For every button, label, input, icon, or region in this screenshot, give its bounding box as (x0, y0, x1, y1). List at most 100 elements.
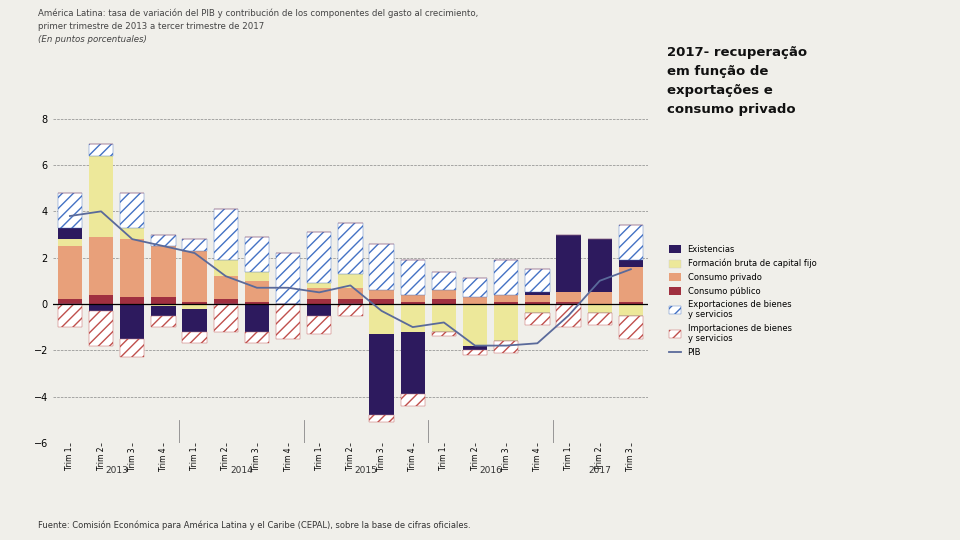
Bar (618, 225, 643, 260)
Bar (432, 299, 456, 304)
Bar (213, 299, 238, 304)
Bar (58, 304, 83, 327)
Bar (89, 144, 113, 156)
Bar (307, 288, 331, 299)
Text: 2017- recuperação
em função de
exportações e
consumo privado: 2017- recuperação em função de exportaçõ… (667, 46, 807, 116)
Bar (618, 304, 643, 315)
Bar (525, 269, 549, 292)
Bar (245, 332, 269, 343)
Bar (494, 302, 518, 304)
Bar (58, 193, 83, 227)
Bar (432, 332, 456, 336)
Bar (463, 297, 488, 304)
Bar (152, 246, 176, 297)
Bar (338, 223, 363, 274)
Bar (400, 302, 425, 304)
Bar (58, 246, 83, 299)
Bar (89, 295, 113, 304)
Text: (En puntos porcentuales): (En puntos porcentuales) (38, 35, 147, 44)
Bar (588, 292, 612, 304)
Bar (152, 306, 176, 315)
Bar (152, 297, 176, 304)
Bar (338, 274, 363, 288)
Bar (494, 295, 518, 302)
Bar (338, 288, 363, 299)
Bar (557, 292, 581, 302)
Text: 2013: 2013 (106, 466, 128, 475)
Text: 2016: 2016 (479, 466, 502, 475)
Bar (182, 251, 206, 302)
Bar (120, 304, 144, 339)
Bar (494, 341, 518, 353)
Bar (307, 304, 331, 315)
Bar (494, 304, 518, 341)
Bar (588, 239, 612, 292)
Bar (182, 302, 206, 304)
Bar (400, 295, 425, 302)
Bar (276, 253, 300, 304)
Bar (463, 279, 488, 297)
Bar (182, 308, 206, 332)
Bar (588, 304, 612, 313)
Bar (245, 302, 269, 304)
Bar (213, 260, 238, 276)
Bar (276, 304, 300, 339)
Bar (182, 332, 206, 343)
Text: América Latina: tasa de variación del PIB y contribución de los componentes del : América Latina: tasa de variación del PI… (38, 8, 479, 18)
Bar (557, 234, 581, 292)
Bar (152, 234, 176, 246)
Bar (152, 315, 176, 327)
Bar (307, 232, 331, 283)
Bar (245, 281, 269, 302)
Bar (182, 304, 206, 308)
Bar (494, 260, 518, 295)
Bar (370, 334, 394, 415)
Bar (89, 311, 113, 346)
Bar (370, 304, 394, 334)
Bar (525, 292, 549, 295)
Bar (307, 315, 331, 334)
Bar (400, 394, 425, 406)
Bar (338, 299, 363, 304)
Bar (58, 299, 83, 304)
Bar (58, 227, 83, 239)
Bar (370, 244, 394, 290)
Bar (182, 239, 206, 251)
Bar (213, 276, 238, 299)
Bar (618, 315, 643, 339)
Bar (89, 237, 113, 295)
Bar (525, 295, 549, 302)
Bar (618, 302, 643, 304)
Bar (213, 304, 238, 332)
Bar (89, 304, 113, 311)
Bar (370, 290, 394, 299)
Bar (400, 304, 425, 332)
Bar (370, 299, 394, 304)
Text: primer trimestre de 2013 a tercer trimestre de 2017: primer trimestre de 2013 a tercer trimes… (38, 22, 265, 31)
Bar (557, 302, 581, 304)
Text: 2017: 2017 (588, 466, 612, 475)
Bar (432, 272, 456, 290)
Bar (213, 209, 238, 260)
Bar (120, 193, 144, 227)
Bar (307, 283, 331, 288)
Bar (58, 239, 83, 246)
Text: Fuente: Comisión Económica para América Latina y el Caribe (CEPAL), sobre la bas: Fuente: Comisión Económica para América … (38, 521, 471, 530)
Bar (307, 299, 331, 304)
Bar (120, 239, 144, 297)
Bar (370, 415, 394, 422)
Bar (245, 272, 269, 281)
Bar (463, 304, 488, 346)
Bar (245, 237, 269, 272)
Bar (525, 304, 549, 313)
Bar (120, 227, 144, 239)
Bar (120, 297, 144, 304)
Bar (338, 304, 363, 315)
Bar (525, 302, 549, 304)
Legend: Existencias, Formación bruta de capital fijo, Consumo privado, Consumo público, : Existencias, Formación bruta de capital … (666, 242, 820, 360)
Text: 2015: 2015 (354, 466, 377, 475)
Bar (588, 313, 612, 325)
Bar (463, 350, 488, 355)
Bar (525, 313, 549, 325)
Bar (463, 346, 488, 350)
